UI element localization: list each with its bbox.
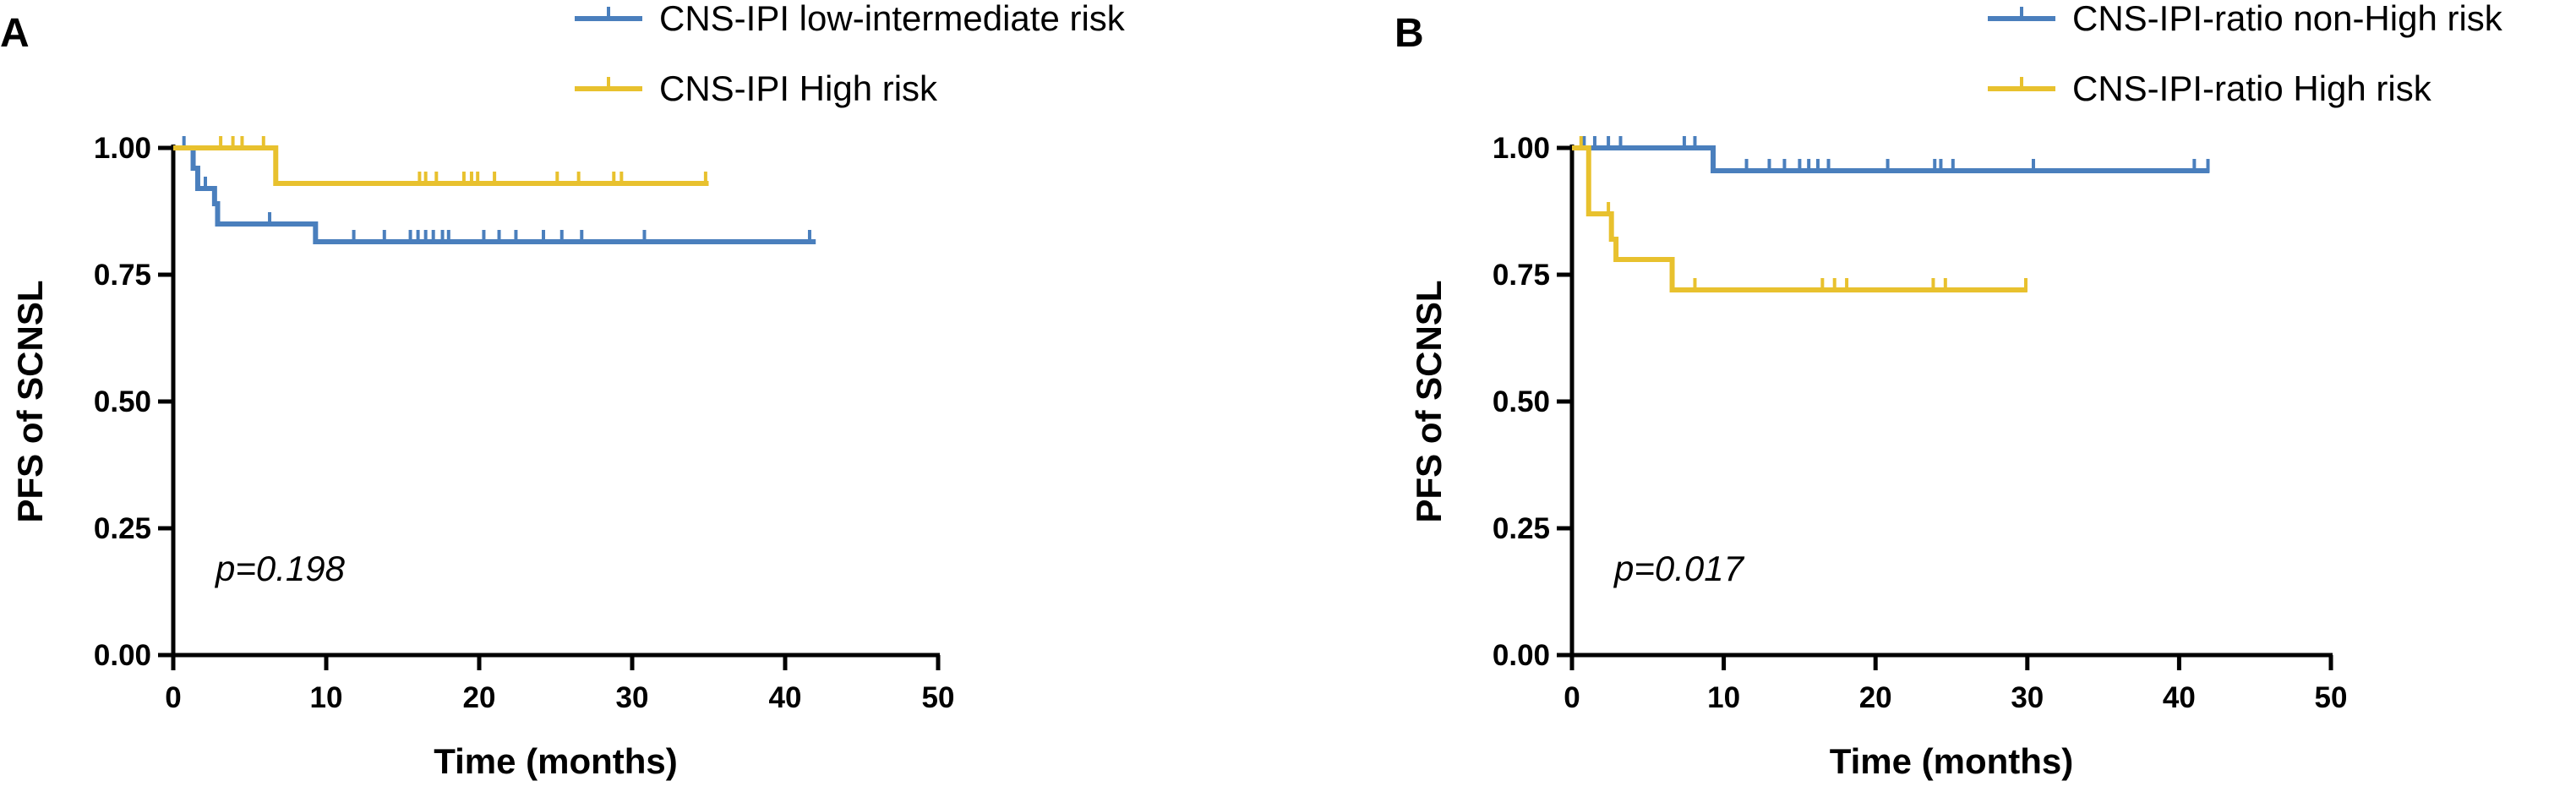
x-tick-label: 10 [310,681,343,714]
p-value-annotation: p=0.017 [1613,549,1745,588]
legend-label: CNS-IPI High risk [659,68,938,108]
y-tick-label: 1.00 [1493,132,1550,165]
panel-a: A 0.00 0.25 0.50 0.75 1.00 0 10 20 30 40 50 Time (m… [0,0,1126,781]
panel-b: B 0.00 0.25 0.50 0.75 1.00 0 10 20 30 40 50 Time (m… [1394,0,2503,781]
x-tick-label: 50 [922,681,955,714]
y-tick-label: 0.50 [94,385,151,418]
x-tick-label: 40 [2163,681,2196,714]
x-tick-label: 0 [1564,681,1580,714]
x-tick-label: 40 [769,681,802,714]
y-tick-label: 0.75 [1493,259,1550,292]
y-tick-label: 0.75 [94,259,151,292]
x-tick-label: 30 [616,681,649,714]
y-axis-title: PFS of SCNSL [1409,280,1449,522]
legend-entry: CNS-IPI-ratio non-High risk [1988,0,2503,38]
x-tick-label: 50 [2315,681,2348,714]
km-curve [1572,145,2028,292]
legend-entry: CNS-IPI low-intermediate risk [575,0,1126,38]
y-tick-label: 1.00 [94,132,151,165]
km-series [1572,136,2028,292]
panel-letter: A [0,11,30,56]
x-tick-label: 10 [1707,681,1740,714]
y-tick-label: 0.25 [94,512,151,545]
km-curve [173,145,709,186]
x-tick-label: 20 [463,681,496,714]
y-tick-label: 0.50 [1493,385,1550,418]
km-series [173,136,816,244]
legend-entry: CNS-IPI-ratio High risk [1988,68,2432,108]
y-tick-label: 0.25 [1493,512,1550,545]
panel-letter: B [1394,11,1424,56]
x-axis-title: Time (months) [1830,741,2074,781]
km-series [173,136,709,186]
km-curve [173,145,816,244]
y-tick-label: 0.00 [94,639,151,672]
x-tick-label: 30 [2011,681,2044,714]
p-value-annotation: p=0.198 [214,549,346,588]
x-tick-label: 20 [1859,681,1892,714]
km-series [1572,136,2210,173]
legend-label: CNS-IPI-ratio non-High risk [2072,0,2503,38]
y-tick-label: 0.00 [1493,639,1550,672]
legend-label: CNS-IPI-ratio High risk [2072,68,2432,108]
x-tick-label: 0 [165,681,181,714]
y-axis-title: PFS of SCNSL [10,280,50,522]
legend-label: CNS-IPI low-intermediate risk [659,0,1126,38]
legend-entry: CNS-IPI High risk [575,68,938,108]
x-axis-title: Time (months) [434,741,678,781]
km-curve [1572,145,2210,173]
